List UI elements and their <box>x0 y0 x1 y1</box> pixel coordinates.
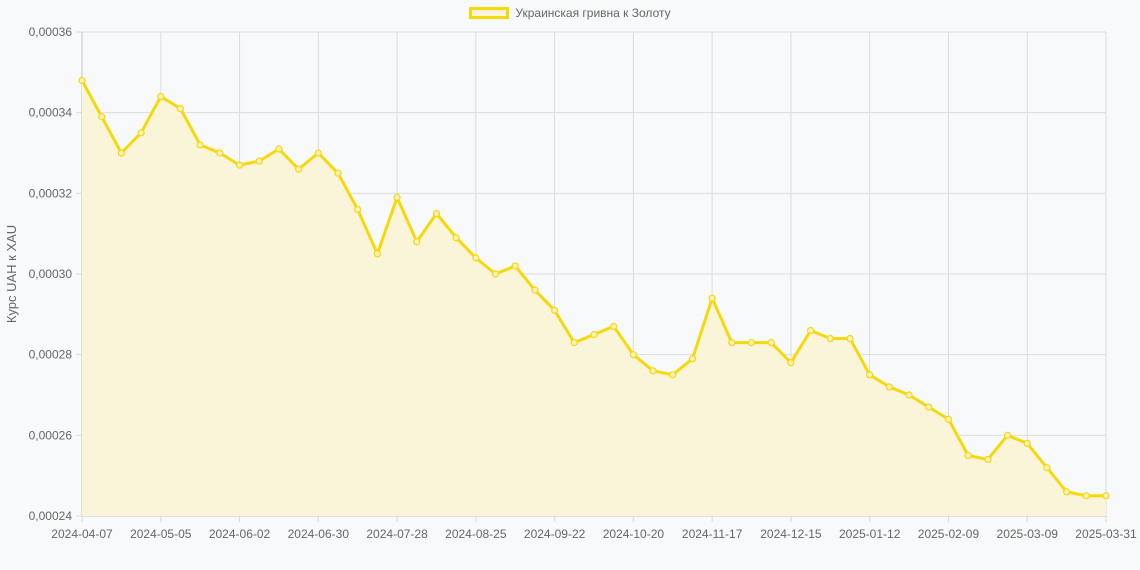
x-tick-label: 2024-08-25 <box>445 527 507 541</box>
data-point[interactable] <box>688 355 697 363</box>
data-point[interactable] <box>354 205 362 214</box>
data-point[interactable] <box>846 334 854 343</box>
data-point[interactable] <box>629 351 637 359</box>
data-point[interactable] <box>1063 488 1071 496</box>
data-point[interactable] <box>511 262 519 270</box>
data-point[interactable] <box>610 322 618 331</box>
data-point[interactable] <box>393 193 401 201</box>
data-point[interactable] <box>1102 492 1110 500</box>
data-point[interactable] <box>826 334 834 343</box>
data-point[interactable] <box>137 129 145 137</box>
x-tick-label: 2024-06-30 <box>288 527 350 541</box>
y-tick-label: 0,00030 <box>29 267 73 281</box>
data-point[interactable] <box>669 371 677 379</box>
data-point[interactable] <box>551 306 559 314</box>
data-point[interactable] <box>295 165 303 173</box>
data-point[interactable] <box>235 161 244 169</box>
x-tick-label: 2024-07-28 <box>366 527 428 541</box>
data-point[interactable] <box>925 403 933 411</box>
x-tick-label: 2025-02-09 <box>918 527 980 541</box>
y-axis-label: Курс UAH к XAU <box>4 225 19 323</box>
data-point[interactable] <box>570 338 578 347</box>
data-point[interactable] <box>649 367 657 375</box>
x-tick-label: 2024-05-05 <box>130 527 192 541</box>
data-point[interactable] <box>590 330 598 339</box>
data-point[interactable] <box>196 141 204 149</box>
data-point[interactable] <box>78 76 86 85</box>
y-tick-label: 0,00034 <box>29 106 73 120</box>
data-point[interactable] <box>728 338 736 347</box>
data-point[interactable] <box>964 451 972 460</box>
x-axis: 2024-04-07 2024-05-05 2024-06-02 2024-06-30… <box>51 527 1137 541</box>
data-point[interactable] <box>905 391 913 399</box>
x-tick-label: 2024-11-17 <box>682 527 743 541</box>
y-tick-label: 0,00024 <box>29 509 73 523</box>
x-tick-label: 2024-10-20 <box>603 527 665 541</box>
x-tick-label: 2025-03-31 <box>1075 527 1137 541</box>
data-point[interactable] <box>1043 464 1051 472</box>
data-point[interactable] <box>373 250 381 258</box>
data-point[interactable] <box>984 455 992 464</box>
y-tick-label: 0,00036 <box>29 25 73 39</box>
y-tick-label: 0,00032 <box>29 186 73 200</box>
x-tick-label: 2025-01-12 <box>839 527 901 541</box>
data-point[interactable] <box>275 145 283 153</box>
x-tick-label: 2025-03-09 <box>997 527 1059 541</box>
legend-label: Украинская гривна к Золоту <box>515 6 671 20</box>
data-point[interactable] <box>334 169 342 177</box>
x-tick-label: 2024-12-15 <box>760 527 822 541</box>
x-tick-label: 2024-09-22 <box>524 527 586 541</box>
y-tick-label: 0,00026 <box>29 428 73 442</box>
data-point[interactable] <box>157 92 165 101</box>
data-point[interactable] <box>747 338 756 347</box>
data-point[interactable] <box>452 234 460 242</box>
x-tick-label: 2024-04-07 <box>51 527 113 541</box>
data-point[interactable] <box>413 238 421 246</box>
data-point[interactable] <box>885 383 893 391</box>
data-point[interactable] <box>255 157 263 165</box>
data-point[interactable] <box>866 371 874 379</box>
data-point[interactable] <box>472 254 480 262</box>
data-point[interactable] <box>216 149 224 157</box>
x-tick-label: 2024-06-02 <box>209 527 271 541</box>
data-point[interactable] <box>787 359 795 367</box>
y-tick-label: 0,00028 <box>29 348 73 362</box>
data-points <box>78 76 1110 500</box>
data-point[interactable] <box>432 209 441 218</box>
data-point[interactable] <box>1003 431 1012 439</box>
data-point[interactable] <box>176 105 185 113</box>
data-point[interactable] <box>117 149 125 157</box>
series-area <box>82 80 1106 517</box>
data-point[interactable] <box>1082 492 1090 500</box>
data-point[interactable] <box>708 294 716 302</box>
data-point[interactable] <box>98 113 106 121</box>
data-point[interactable] <box>314 149 322 157</box>
data-point[interactable] <box>1023 439 1031 447</box>
data-point[interactable] <box>767 338 775 347</box>
data-point[interactable] <box>491 270 500 278</box>
y-axis: 0,00024 0,00026 0,00028 0,00030 0,00032 0,000… <box>29 25 73 523</box>
data-point[interactable] <box>531 286 539 294</box>
data-point[interactable] <box>944 415 953 423</box>
legend-swatch <box>469 7 510 19</box>
chart-legend[interactable]: Украинская гривна к Золоту <box>0 6 1140 20</box>
data-point[interactable] <box>807 326 815 335</box>
